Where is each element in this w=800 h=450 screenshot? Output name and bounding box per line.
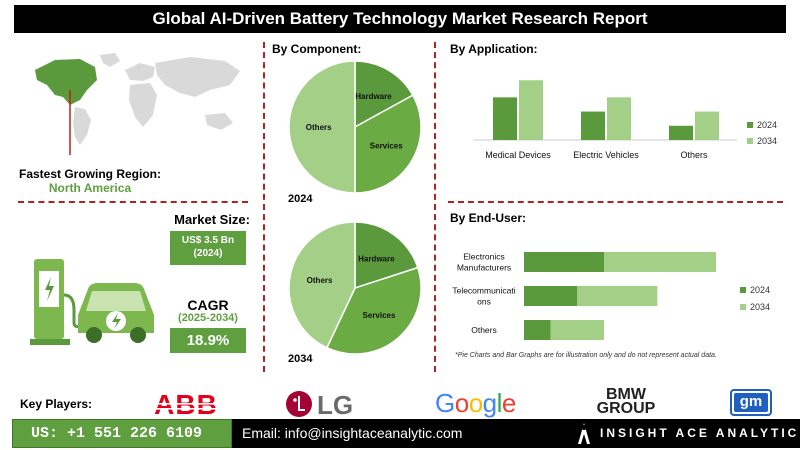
pie-slice-hardware xyxy=(354,221,419,290)
google-logo-letter: e xyxy=(501,388,516,418)
bar-2024 xyxy=(524,286,578,306)
category-label: Manufacturers xyxy=(457,263,511,273)
bmw-logo-line-2: GROUP xyxy=(596,400,656,417)
google-logo-letter: l xyxy=(496,388,503,418)
bar-2024 xyxy=(669,125,693,140)
pie-chart-2034: Hardware Services Others xyxy=(288,221,422,355)
legend-swatch-2024 xyxy=(747,122,753,128)
category-label: Medical Devices xyxy=(485,150,551,160)
category-label: Electric Vehicles xyxy=(573,150,639,160)
cagr-period: (2025-2034) xyxy=(178,312,238,324)
pie-label-others: Others xyxy=(307,276,333,285)
lg-logo-text: LG xyxy=(317,390,353,418)
market-size-value: US$ 3.5 Bn xyxy=(181,235,235,246)
bar-2034 xyxy=(577,286,658,306)
divider-left xyxy=(263,42,265,372)
pie-2024-caption: 2024 xyxy=(288,193,313,205)
bmw-logo-line-1: BMW xyxy=(606,386,646,403)
category-label: Electronics xyxy=(463,252,505,262)
email-address[interactable]: Email: info@insightaceanalytic.com xyxy=(242,425,463,441)
divider-right xyxy=(434,42,436,372)
abb-logo: ABB xyxy=(154,389,217,420)
gm-logo: gm xyxy=(730,389,772,416)
pie-slice-hardware xyxy=(354,60,414,129)
lg-logo: LG xyxy=(285,390,375,420)
bmw-group-logo: BMW GROUP xyxy=(586,386,666,417)
key-players-label: Key Players: xyxy=(20,397,93,411)
bar-2024 xyxy=(581,111,605,140)
application-title: By Application: xyxy=(450,42,538,56)
google-logo-letter: g xyxy=(482,388,497,418)
component-title: By Component: xyxy=(272,42,362,56)
divider-left-horizontal xyxy=(18,201,248,203)
bar-2034 xyxy=(604,252,716,272)
bar-2034 xyxy=(519,80,543,140)
brand-name: INSIGHT ACE ANALYTIC xyxy=(600,426,800,440)
category-label: Telecommunicati xyxy=(452,286,515,296)
market-size-box: US$ 3.5 Bn (2024) xyxy=(170,231,246,265)
legend-label-2024: 2024 xyxy=(750,285,770,295)
pie-label-services: Services xyxy=(370,141,403,150)
phone-number[interactable]: US: +1 551 226 6109 xyxy=(31,425,203,442)
market-size-label: Market Size: xyxy=(174,212,250,227)
legend-label-2034: 2034 xyxy=(757,136,777,146)
ev-charging-icon xyxy=(30,259,154,345)
cagr-label: CAGR xyxy=(187,297,229,313)
region-value: North America xyxy=(48,181,132,195)
insight-ace-logo-icon xyxy=(578,423,590,444)
pie-slice-services xyxy=(354,94,422,194)
google-logo: Google xyxy=(435,388,516,419)
gm-logo-text: gm xyxy=(734,393,768,412)
pie-label-others: Others xyxy=(306,123,332,132)
enduser-title: By End-User: xyxy=(450,211,527,225)
google-logo-letter: G xyxy=(435,388,455,418)
pie-label-hardware: Hardware xyxy=(355,92,392,101)
pie-chart-2024: Hardware Services Others xyxy=(288,60,422,194)
phone-bar: US: +1 551 226 6109 xyxy=(12,419,232,448)
pie-slice-services xyxy=(325,266,422,355)
bar-2034 xyxy=(695,111,719,140)
bar-2024 xyxy=(524,320,551,340)
pie-slice-others xyxy=(288,60,356,194)
bar-2034 xyxy=(550,320,604,340)
bar-2024 xyxy=(524,252,604,272)
cagr-value: 18.9% xyxy=(170,328,246,353)
category-label: Others xyxy=(471,325,497,335)
illustration-note: *Pie Charts and Bar Graphs are for illus… xyxy=(455,352,717,359)
page-title: Global AI-Driven Battery Technology Mark… xyxy=(14,5,786,33)
legend-swatch-2024 xyxy=(740,287,746,293)
application-bar-chart: Medical Devices Electric Vehicles Others 20… xyxy=(473,80,777,160)
legend-swatch-2034 xyxy=(747,138,753,144)
bar-2034 xyxy=(607,97,631,140)
region-label: Fastest Growing Region: xyxy=(18,167,161,181)
market-size-year: (2024) xyxy=(193,248,223,259)
google-logo-letter: o xyxy=(454,388,469,418)
legend-swatch-2034 xyxy=(740,304,746,310)
legend-label-2024: 2024 xyxy=(757,120,777,130)
google-logo-letter: o xyxy=(468,388,483,418)
legend-label-2034: 2034 xyxy=(750,302,770,312)
pie-slice-others xyxy=(288,221,356,349)
pie-2034-caption: 2034 xyxy=(288,353,313,365)
pie-label-hardware: Hardware xyxy=(358,255,395,264)
divider-right-horizontal xyxy=(448,201,783,203)
bar-2024 xyxy=(493,97,517,140)
google-logo-text: Google xyxy=(435,388,516,418)
category-label: ons xyxy=(477,297,491,307)
email-bar: Email: info@insightaceanalytic.com INSIG… xyxy=(232,419,800,448)
pie-label-services: Services xyxy=(363,311,396,320)
world-map-icon xyxy=(35,53,240,155)
category-label: Others xyxy=(680,150,708,160)
